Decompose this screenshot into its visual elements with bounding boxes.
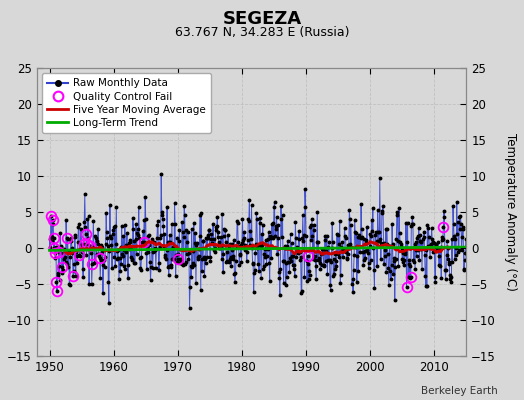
Y-axis label: Temperature Anomaly (°C): Temperature Anomaly (°C) <box>504 133 517 291</box>
Text: Berkeley Earth: Berkeley Earth <box>421 386 498 396</box>
Text: SEGEZA: SEGEZA <box>222 10 302 28</box>
Legend: Raw Monthly Data, Quality Control Fail, Five Year Moving Average, Long-Term Tren: Raw Monthly Data, Quality Control Fail, … <box>42 73 211 133</box>
Text: 63.767 N, 34.283 E (Russia): 63.767 N, 34.283 E (Russia) <box>174 26 350 39</box>
